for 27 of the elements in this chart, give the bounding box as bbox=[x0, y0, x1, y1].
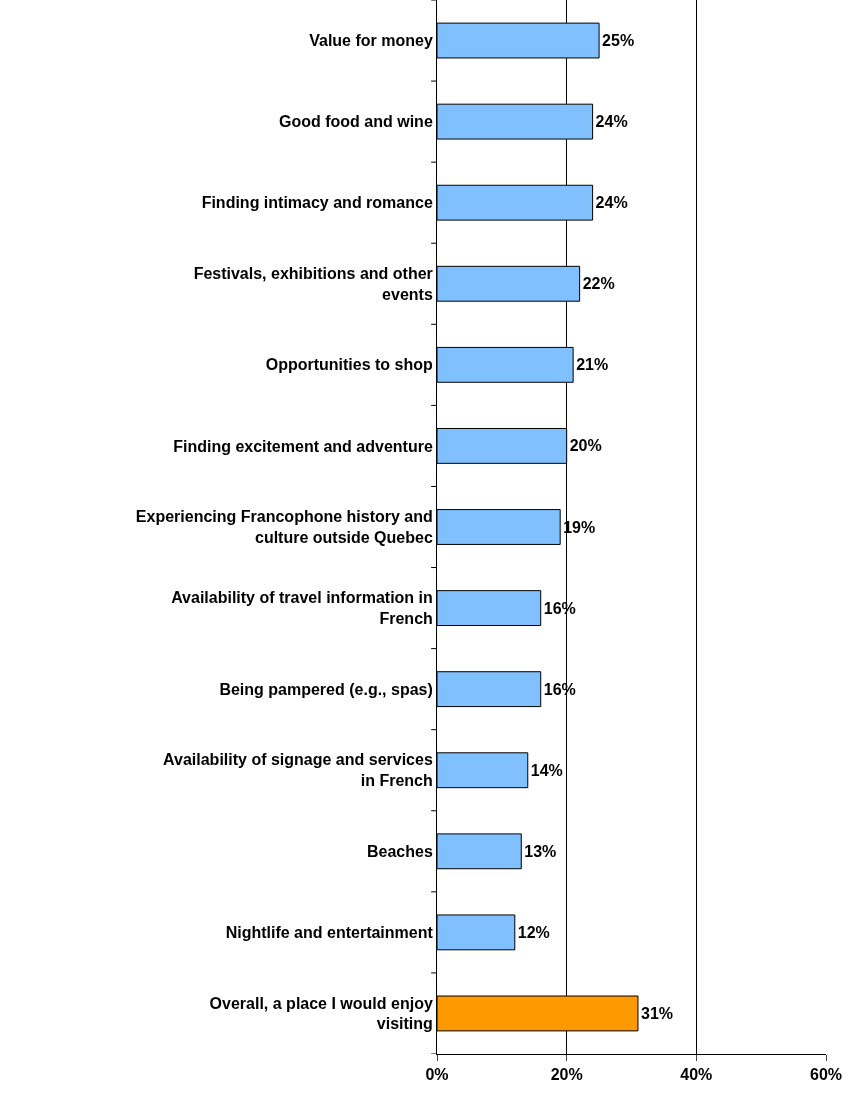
x-tick-label: 60% bbox=[809, 1066, 843, 1084]
data-label: 25% bbox=[602, 32, 635, 50]
data-label: 21% bbox=[576, 356, 609, 374]
x-tick-label: 40% bbox=[680, 1066, 713, 1084]
y-tick-label: Festivals, exhibitions and other events bbox=[193, 264, 433, 303]
y-tick-label: Availability of travel information in French bbox=[171, 589, 433, 628]
data-label: 24% bbox=[595, 194, 628, 212]
x-tick-label: 20% bbox=[550, 1066, 583, 1084]
x-tick-label: 0% bbox=[425, 1066, 449, 1084]
y-tick-label: Being pampered (e.g., spas) bbox=[219, 680, 433, 698]
y-tick-label: Beaches bbox=[366, 842, 433, 860]
data-label: 31% bbox=[640, 1004, 674, 1022]
data-label: 22% bbox=[582, 275, 615, 293]
y-tick-label: Overall, a place I would enjoy visiting bbox=[209, 994, 433, 1033]
data-label: 14% bbox=[530, 761, 563, 779]
data-label: 20% bbox=[569, 437, 602, 455]
y-tick-label: Opportunities to shop bbox=[265, 356, 434, 374]
y-tick-label: Finding intimacy and romance bbox=[201, 194, 433, 212]
y-tick-label: Finding excitement and adventure bbox=[173, 437, 433, 455]
y-tick-label: Good food and wine bbox=[279, 113, 433, 131]
y-tick-label: Nightlife and entertainment bbox=[225, 923, 434, 941]
y-tick-label: Experiencing Francophone history and culture outside Quebec bbox=[135, 508, 433, 546]
y-tick-label: Value for money bbox=[309, 32, 433, 50]
data-label: 24% bbox=[595, 113, 628, 131]
y-tick-label: Availability of signage and services in French bbox=[163, 751, 433, 790]
data-label: 13% bbox=[524, 842, 557, 860]
data-label: 12% bbox=[517, 923, 550, 941]
